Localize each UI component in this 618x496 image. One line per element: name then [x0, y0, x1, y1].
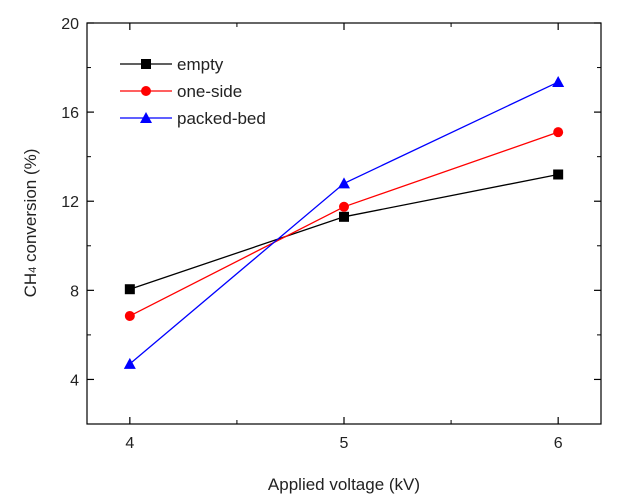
data-point-empty — [553, 169, 564, 180]
x-axis-ticks: 4 5 6 — [125, 23, 563, 452]
legend-item-one-side: one-side — [120, 82, 242, 101]
series-layer — [123, 76, 565, 369]
y-axis-ticks: 4 8 12 16 20 — [61, 16, 601, 389]
data-point-empty — [339, 211, 349, 222]
legend-marker — [140, 112, 152, 123]
legend: empty one-side packed-bed — [120, 55, 266, 128]
y-axis-title: CH4 conversion (%) — [21, 149, 40, 298]
data-point-one-side — [124, 310, 135, 321]
legend-marker — [141, 59, 151, 69]
data-point-packed-bed — [552, 76, 565, 88]
legend-item-packed-bed: packed-bed — [120, 109, 266, 128]
y-axis-title-subscript: 4 — [27, 267, 39, 273]
data-point-one-side — [553, 127, 564, 138]
y-tick-label: 8 — [70, 283, 79, 300]
y-tick-label: 16 — [61, 105, 79, 122]
series-line-empty — [129, 173, 559, 290]
legend-label: one-side — [177, 82, 242, 101]
data-point-empty — [124, 284, 135, 295]
x-tick-label: 4 — [125, 435, 134, 452]
legend-marker — [141, 86, 151, 96]
data-point-one-side — [339, 201, 349, 212]
plot-area-frame — [86, 22, 602, 425]
x-tick-label: 5 — [340, 435, 349, 452]
legend-item-empty: empty — [120, 55, 224, 74]
y-tick-label: 4 — [70, 372, 79, 389]
x-axis-title: Applied voltage (kV) — [268, 475, 420, 494]
x-tick-label: 6 — [554, 435, 563, 452]
y-tick-label: 12 — [61, 194, 79, 211]
series-one-side — [124, 127, 564, 321]
y-tick-label: 20 — [61, 16, 79, 33]
series-line-one-side — [129, 131, 559, 317]
series-packed-bed — [123, 76, 565, 369]
data-point-packed-bed — [338, 177, 350, 189]
y-axis-title-prefix: CH — [21, 273, 40, 298]
legend-label: packed-bed — [177, 109, 266, 128]
legend-label: empty — [177, 55, 224, 74]
data-point-packed-bed — [123, 357, 136, 369]
series-empty — [124, 169, 564, 295]
y-axis-title-suffix: conversion (%) — [21, 149, 40, 267]
